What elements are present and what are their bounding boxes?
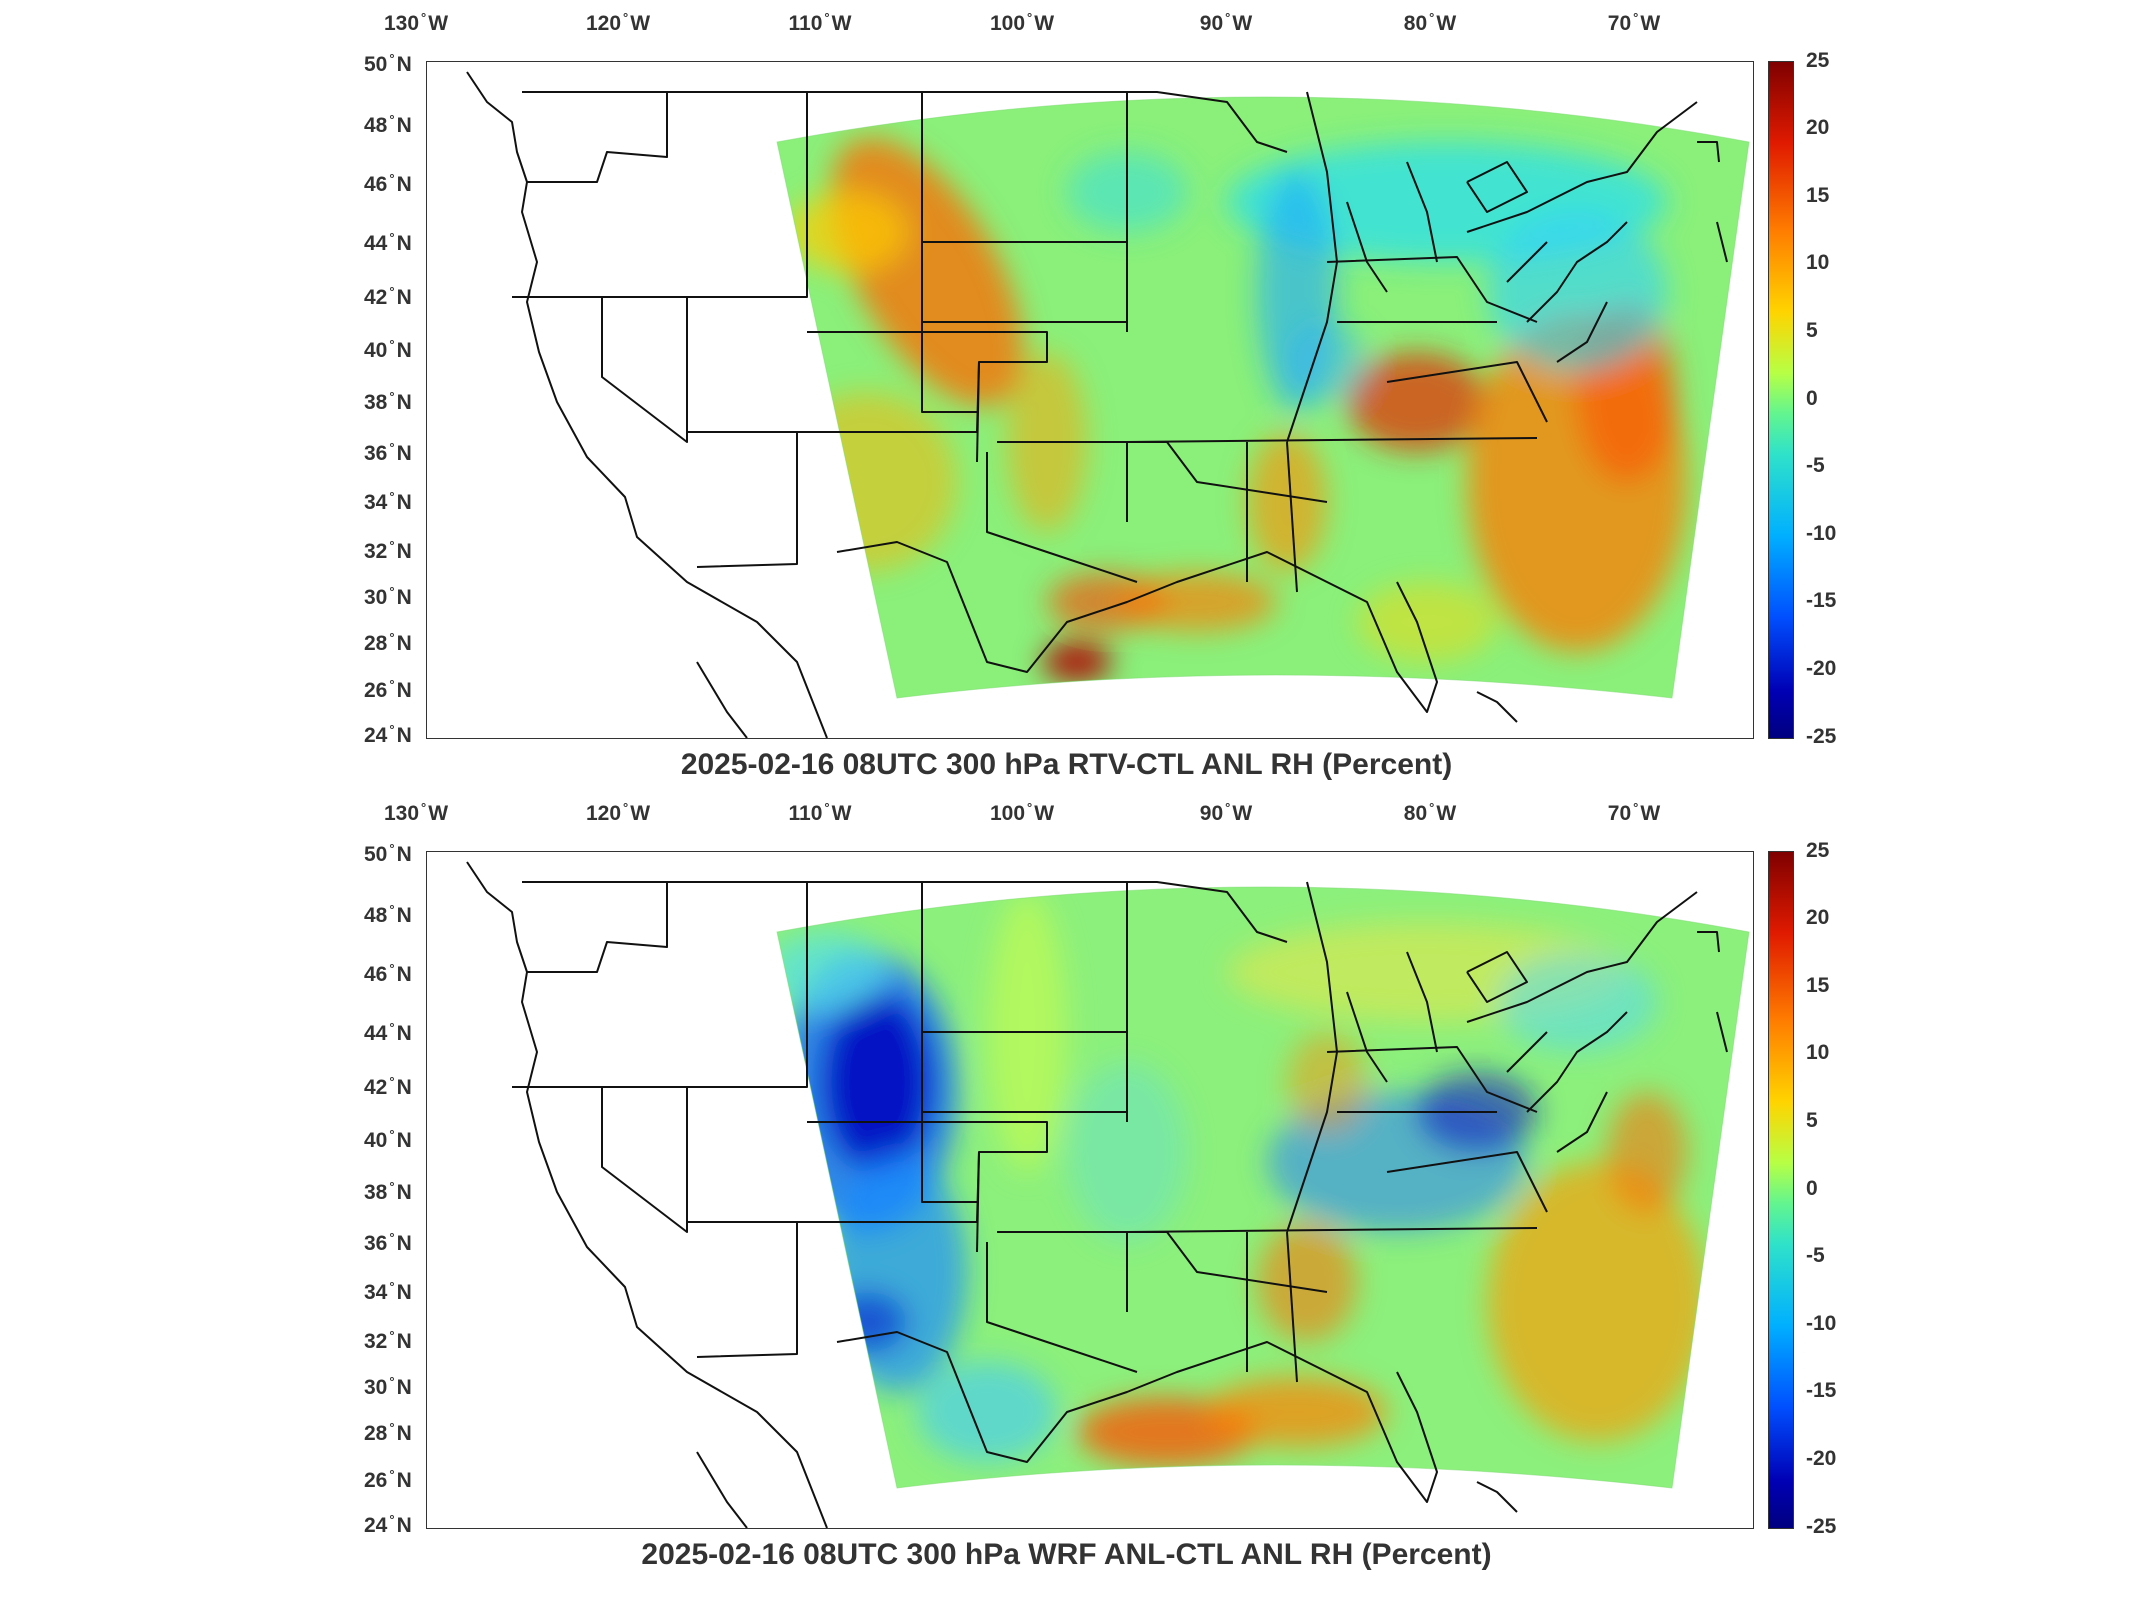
lat-label: 26 °N xyxy=(364,677,412,702)
colorbar-tick: 25 xyxy=(1806,839,1830,862)
lat-label: 30 °N xyxy=(364,1374,412,1399)
lon-label: 70 °W xyxy=(1607,10,1661,35)
colorbar-tick: 0 xyxy=(1806,1177,1818,1200)
data-field xyxy=(776,96,1750,699)
lat-label: 38 °N xyxy=(364,389,412,414)
lat-label: 40 °N xyxy=(364,337,412,362)
map-borders xyxy=(466,861,1728,1528)
rh-difference-map xyxy=(466,71,1750,738)
colorbar-tick: -20 xyxy=(1806,657,1837,680)
map-frame xyxy=(426,61,1754,739)
lat-label: 24 °N xyxy=(364,1512,412,1537)
colorbar-tick: 0 xyxy=(1806,387,1818,410)
colorbar-tick: 5 xyxy=(1806,319,1818,342)
lat-label: 48 °N xyxy=(364,902,412,927)
lat-label: 32 °N xyxy=(364,538,412,563)
colorbar-tick: -25 xyxy=(1806,1515,1837,1538)
colorbar-tick: 10 xyxy=(1806,1041,1830,1064)
lat-label: 50 °N xyxy=(364,51,412,76)
colorbar-tick: -5 xyxy=(1806,454,1825,477)
colorbar-tick: 20 xyxy=(1806,906,1830,929)
colorbar xyxy=(1768,851,1794,1529)
lat-label: 40 °N xyxy=(364,1127,412,1152)
lat-label: 28 °N xyxy=(364,1420,412,1445)
lon-label: 100 °W xyxy=(989,800,1055,825)
lon-label: 70 °W xyxy=(1607,800,1661,825)
panel-title: 2025-02-16 08UTC 300 hPa RTV-CTL ANL RH … xyxy=(680,748,1453,781)
colorbar-tick: 20 xyxy=(1806,116,1830,139)
lon-label: 130 °W xyxy=(383,800,449,825)
lat-label: 34 °N xyxy=(364,489,412,514)
colorbar-tick: 10 xyxy=(1806,251,1830,274)
colorbar-tick: -20 xyxy=(1806,1447,1837,1470)
map-frame xyxy=(426,851,1754,1529)
lat-label: 26 °N xyxy=(364,1467,412,1492)
lat-label: 28 °N xyxy=(364,630,412,655)
map-panel-top: 130 °W 120 °W 110 °W 100 °W 90 °W 80 °W 70 °W 5… xyxy=(0,0,2133,790)
panel-title: 2025-02-16 08UTC 300 hPa WRF ANL-CTL ANL… xyxy=(641,1538,1492,1571)
lat-label: 48 °N xyxy=(364,112,412,137)
colorbar-tick: -10 xyxy=(1806,522,1837,545)
rh-difference-map xyxy=(466,861,1750,1528)
lat-label: 24 °N xyxy=(364,722,412,747)
colorbar-tick: -15 xyxy=(1806,589,1837,612)
lon-label: 80 °W xyxy=(1403,10,1457,35)
lon-label: 130 °W xyxy=(383,10,449,35)
lat-label: 46 °N xyxy=(364,171,412,196)
lat-label: 46 °N xyxy=(364,961,412,986)
lat-label: 38 °N xyxy=(364,1179,412,1204)
lon-label: 80 °W xyxy=(1403,800,1457,825)
colorbar-tick: 15 xyxy=(1806,974,1830,997)
lat-label: 30 °N xyxy=(364,584,412,609)
colorbar-tick: -15 xyxy=(1806,1379,1837,1402)
colorbar-tick: -25 xyxy=(1806,725,1837,748)
lon-label: 120 °W xyxy=(585,800,651,825)
lon-label: 120 °W xyxy=(585,10,651,35)
lat-label: 32 °N xyxy=(364,1328,412,1353)
lat-label: 36 °N xyxy=(364,1230,412,1255)
lon-label: 100 °W xyxy=(989,10,1055,35)
map-panel-bottom: 130 °W 120 °W 110 °W 100 °W 90 °W 80 °W 70 °W 5… xyxy=(0,790,2133,1580)
colorbar-tick: 25 xyxy=(1806,49,1830,72)
lat-label: 50 °N xyxy=(364,841,412,866)
colorbar-tick: 5 xyxy=(1806,1109,1818,1132)
lat-label: 42 °N xyxy=(364,1074,412,1099)
lat-label: 44 °N xyxy=(364,230,412,255)
lat-label: 42 °N xyxy=(364,284,412,309)
map-borders xyxy=(466,71,1728,738)
lon-label: 110 °W xyxy=(788,10,852,35)
lon-label: 90 °W xyxy=(1199,10,1253,35)
colorbar-tick: 15 xyxy=(1806,184,1830,207)
lon-label: 90 °W xyxy=(1199,800,1253,825)
colorbar-tick: -5 xyxy=(1806,1244,1825,1267)
colorbar-tick: -10 xyxy=(1806,1312,1837,1335)
colorbar xyxy=(1768,61,1794,739)
lat-label: 44 °N xyxy=(364,1020,412,1045)
data-field xyxy=(776,886,1750,1489)
lat-label: 34 °N xyxy=(364,1279,412,1304)
lat-label: 36 °N xyxy=(364,440,412,465)
lon-label: 110 °W xyxy=(788,800,852,825)
